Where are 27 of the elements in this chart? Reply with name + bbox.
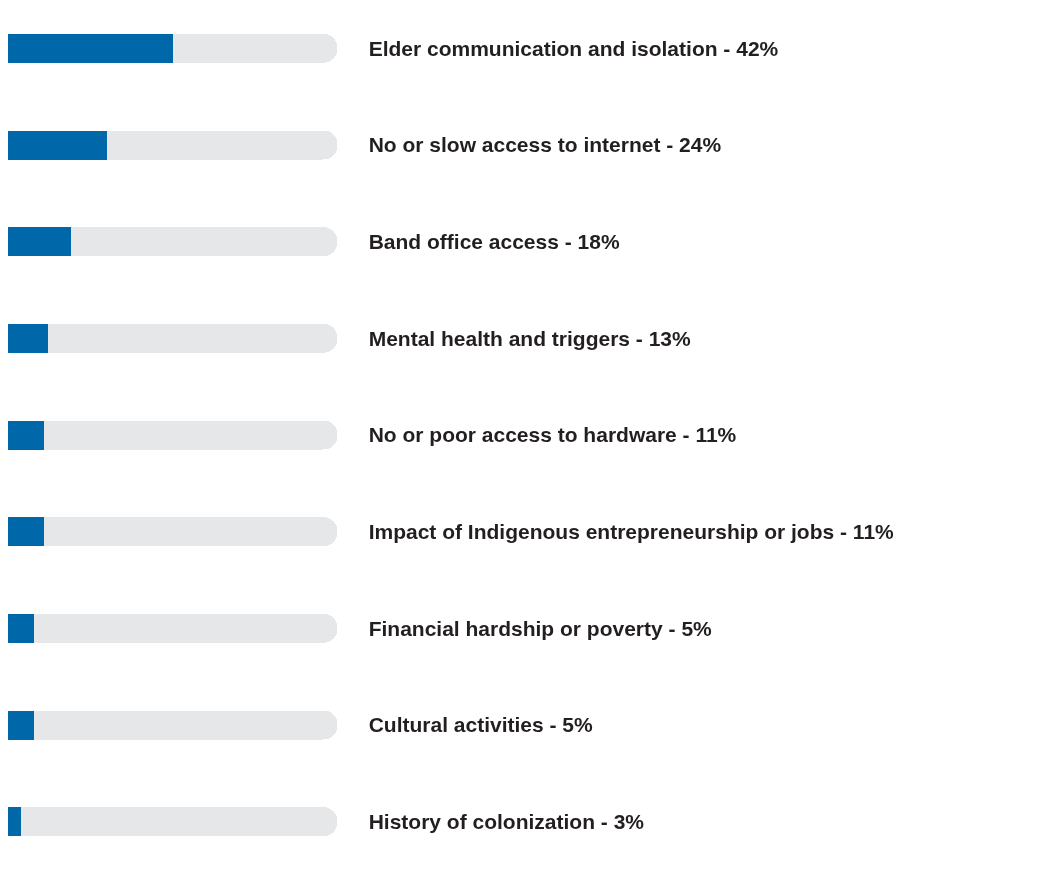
y-tick-label: No or poor access to hardware - 11% (368, 423, 737, 447)
bar (70, 227, 338, 257)
bar (8, 420, 45, 450)
bar (8, 227, 71, 257)
y-tick-label: Cultural activities - 5% (368, 713, 594, 737)
bar (34, 710, 338, 740)
y-tick-label: No or slow access to internet - 24% (368, 133, 722, 157)
y-tick-label: Mental health and triggers - 13% (368, 326, 692, 350)
bar (8, 33, 173, 63)
bar (106, 130, 338, 160)
y-tick-label: Band office access - 18% (368, 230, 620, 254)
bar (47, 323, 338, 353)
bar (8, 710, 35, 740)
bar (8, 517, 45, 547)
bar (44, 517, 338, 547)
y-tick-label: History of colonization - 3% (368, 810, 645, 834)
y-tick-label: Elder communication and isolation - 42% (368, 36, 779, 60)
bar (21, 807, 338, 837)
y-tick-label: Financial hardship or poverty - 5% (368, 616, 713, 640)
bar (44, 420, 338, 450)
bar (8, 130, 107, 160)
bar (172, 33, 338, 63)
y-tick-label: Impact of Indigenous entrepreneurship or jobs - 11% (368, 520, 895, 544)
bar (8, 807, 22, 837)
bar (8, 323, 48, 353)
bar (8, 613, 35, 643)
bar (34, 613, 338, 643)
